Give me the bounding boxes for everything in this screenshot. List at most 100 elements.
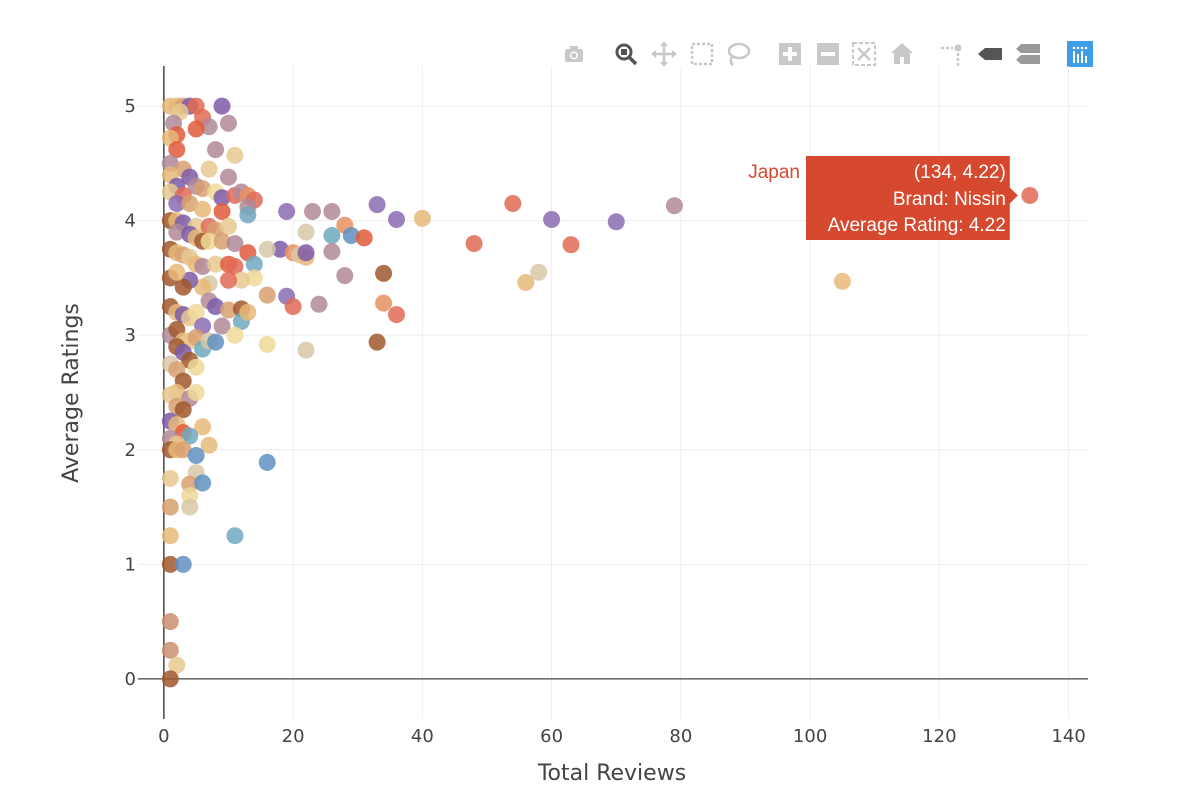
data-point[interactable]	[239, 303, 257, 321]
data-point[interactable]	[342, 227, 360, 245]
data-point[interactable]	[207, 141, 225, 159]
data-point[interactable]	[187, 303, 205, 321]
data-point[interactable]	[219, 168, 237, 186]
data-point[interactable]	[271, 240, 289, 258]
data-point[interactable]	[297, 244, 315, 262]
data-point[interactable]	[465, 235, 483, 253]
data-point[interactable]	[168, 223, 186, 241]
data-point[interactable]	[207, 255, 225, 273]
data-point[interactable]	[355, 229, 373, 247]
data-point[interactable]	[174, 441, 192, 459]
data-point[interactable]	[833, 272, 851, 290]
pan-button[interactable]	[650, 40, 678, 68]
data-point[interactable]	[207, 298, 225, 316]
data-point[interactable]	[194, 418, 212, 436]
hover-compare-button[interactable]	[1014, 40, 1042, 68]
data-point[interactable]	[168, 194, 186, 212]
data-point[interactable]	[174, 555, 192, 573]
data-point[interactable]	[226, 257, 244, 275]
data-point[interactable]	[303, 202, 321, 220]
data-point[interactable]	[213, 97, 231, 115]
data-point[interactable]	[161, 613, 179, 631]
data-point[interactable]	[213, 232, 231, 250]
data-point[interactable]	[161, 469, 179, 487]
data-point[interactable]	[187, 358, 205, 376]
data-point[interactable]	[187, 384, 205, 401]
data-point[interactable]	[219, 301, 237, 319]
data-point[interactable]	[504, 194, 522, 212]
data-point[interactable]	[258, 240, 276, 258]
data-point[interactable]	[368, 196, 386, 214]
data-point[interactable]	[543, 211, 561, 229]
data-point[interactable]	[174, 401, 192, 419]
data-point[interactable]	[562, 236, 580, 254]
data-point[interactable]	[258, 335, 276, 353]
data-point[interactable]	[258, 286, 276, 304]
data-point[interactable]	[161, 641, 179, 659]
data-point[interactable]	[226, 235, 244, 253]
data-point[interactable]	[226, 326, 244, 344]
data-point[interactable]	[239, 206, 257, 224]
lasso-select-button[interactable]	[724, 40, 752, 68]
data-point[interactable]	[187, 120, 205, 138]
data-point[interactable]	[232, 271, 250, 289]
data-point[interactable]	[607, 213, 625, 231]
data-point[interactable]	[181, 498, 199, 516]
data-point[interactable]	[1021, 186, 1039, 204]
data-point[interactable]	[297, 341, 315, 359]
data-point[interactable]	[181, 427, 199, 445]
data-point[interactable]	[200, 436, 218, 454]
data-point[interactable]	[219, 217, 237, 235]
data-point[interactable]	[194, 180, 212, 198]
camera-button[interactable]	[560, 40, 588, 68]
data-point[interactable]	[194, 278, 212, 296]
data-point[interactable]	[323, 202, 341, 220]
data-point[interactable]	[226, 146, 244, 164]
data-point[interactable]	[226, 527, 244, 545]
data-point[interactable]	[245, 255, 263, 273]
zoom-out-button[interactable]	[814, 40, 842, 68]
data-point[interactable]	[323, 243, 341, 261]
box-select-button[interactable]	[688, 40, 716, 68]
data-point[interactable]	[245, 269, 263, 287]
data-point[interactable]	[161, 555, 179, 573]
data-point[interactable]	[181, 194, 199, 212]
data-point[interactable]	[161, 527, 179, 545]
data-point[interactable]	[258, 453, 276, 471]
data-point[interactable]	[278, 202, 296, 220]
data-point[interactable]	[297, 223, 315, 241]
data-point[interactable]	[310, 295, 328, 313]
data-point[interactable]	[168, 656, 186, 674]
zoom-button[interactable]	[612, 40, 640, 68]
data-point[interactable]	[194, 200, 212, 218]
data-point[interactable]	[161, 670, 179, 688]
data-point[interactable]	[194, 474, 212, 492]
data-point[interactable]	[168, 263, 186, 281]
data-point[interactable]	[375, 294, 393, 312]
data-point[interactable]	[375, 264, 393, 282]
data-point[interactable]	[336, 267, 354, 285]
zoom-in-button[interactable]	[776, 40, 804, 68]
plotly-logo-button[interactable]	[1066, 40, 1094, 68]
data-point[interactable]	[388, 306, 406, 324]
data-point[interactable]	[207, 333, 225, 351]
data-point[interactable]	[517, 274, 535, 292]
data-point[interactable]	[200, 160, 218, 178]
data-point[interactable]	[530, 263, 548, 281]
spike-lines-button[interactable]	[938, 40, 966, 68]
data-point[interactable]	[665, 197, 683, 215]
data-point[interactable]	[194, 257, 212, 275]
data-point[interactable]	[174, 278, 192, 296]
hover-closest-button[interactable]	[976, 40, 1004, 68]
autoscale-button[interactable]	[850, 40, 878, 68]
data-point[interactable]	[284, 298, 302, 316]
data-point[interactable]	[200, 118, 218, 136]
data-point[interactable]	[323, 227, 341, 245]
data-point[interactable]	[200, 232, 218, 250]
data-point[interactable]	[219, 271, 237, 289]
data-point[interactable]	[187, 447, 205, 465]
data-point[interactable]	[161, 498, 179, 516]
data-point[interactable]	[388, 211, 406, 229]
data-point[interactable]	[213, 202, 231, 220]
data-point[interactable]	[368, 333, 386, 351]
